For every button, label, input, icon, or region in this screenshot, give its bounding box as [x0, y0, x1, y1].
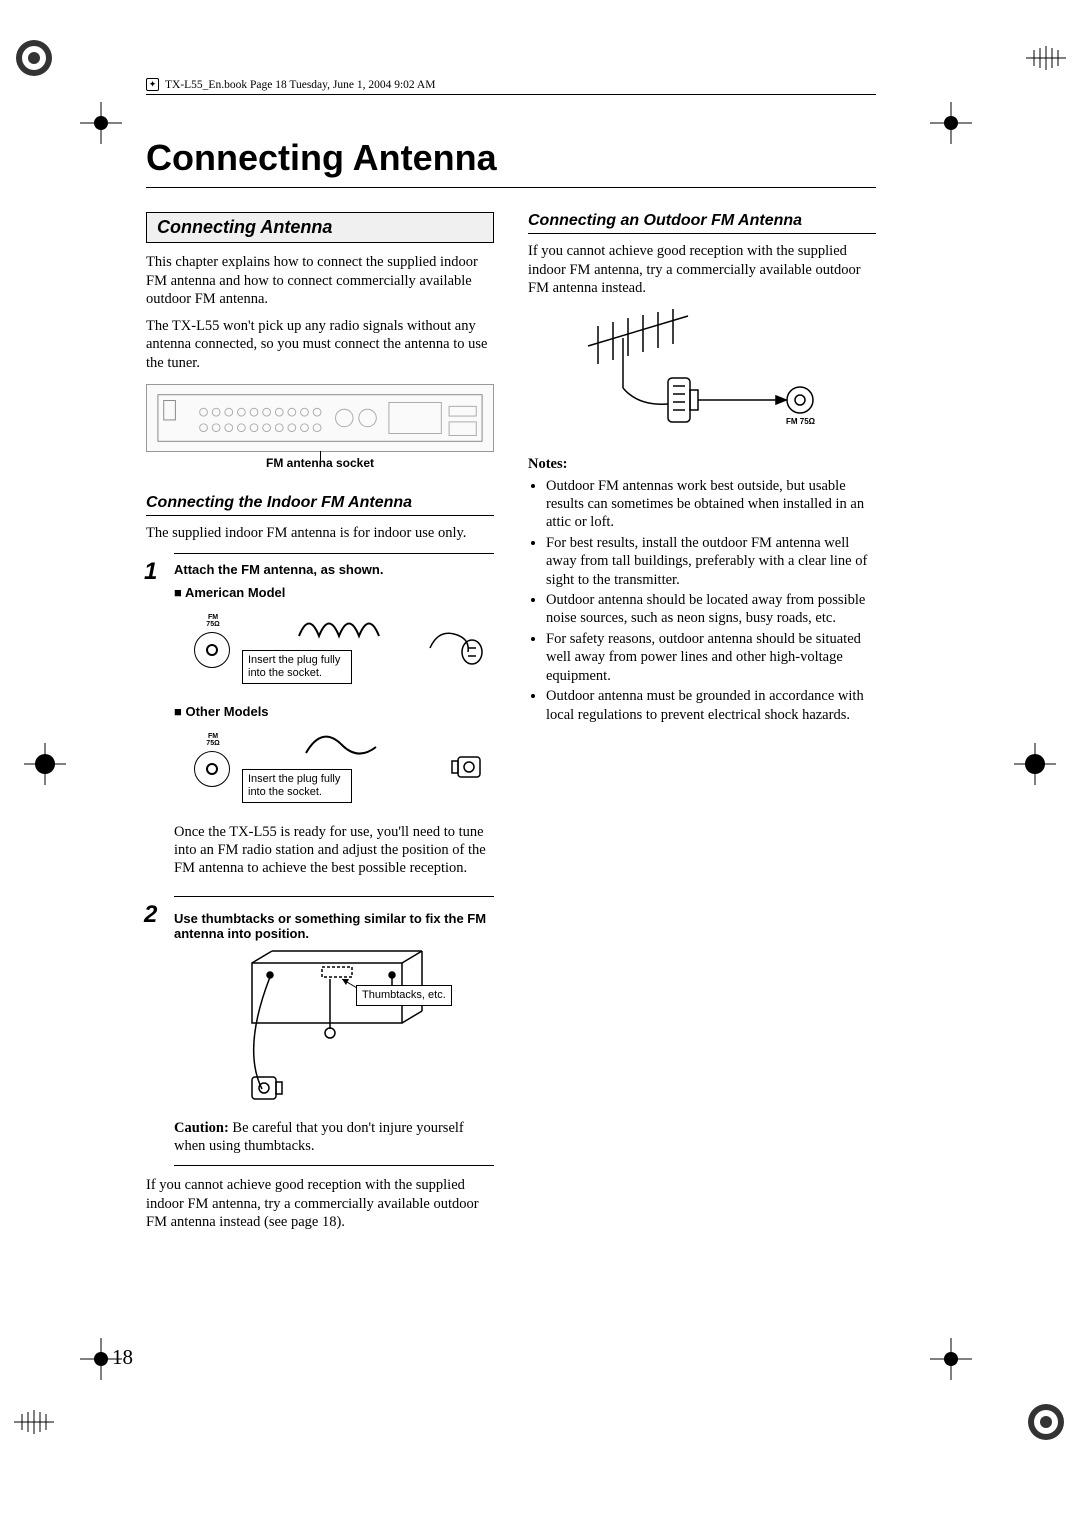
intro-paragraph: This chapter explains how to connect the…: [146, 253, 494, 309]
fm-label: FM 75Ω: [786, 417, 816, 426]
cropmark-icon: [80, 102, 122, 144]
page-number: 18: [112, 1345, 133, 1370]
step-title: Use thumbtacks or something similar to f…: [174, 911, 494, 941]
regmark-icon: [1026, 38, 1066, 78]
list-item: For best results, install the outdoor FM…: [546, 534, 876, 589]
fm-socket-label: FM75Ω: [196, 733, 230, 747]
subsection-title: Connecting an Outdoor FM Antenna: [528, 212, 876, 230]
regmark-icon: [14, 38, 54, 78]
figure-american-model: FM75Ω Insert the plug fully into the soc…: [194, 606, 494, 696]
fm-socket-label: FM75Ω: [196, 614, 230, 628]
regmark-icon: [14, 1402, 54, 1442]
fm-socket-icon: [194, 751, 230, 787]
connector-icon: [428, 628, 484, 668]
other-models-label: Other Models: [174, 704, 494, 719]
notes-title: Notes:: [528, 456, 876, 473]
section-box-title: Connecting Antenna: [157, 217, 483, 238]
list-item: Outdoor antenna should be located away f…: [546, 591, 876, 628]
closing-paragraph: If you cannot achieve good reception wit…: [146, 1176, 494, 1232]
page-title: Connecting Antenna: [146, 137, 876, 179]
thumbtacks-callout: Thumbtacks, etc.: [356, 985, 452, 1006]
list-item: Outdoor FM antennas work best outside, b…: [546, 477, 876, 532]
framemaker-icon: ✦: [146, 78, 159, 91]
caution-label: Caution:: [174, 1120, 229, 1136]
page-content: ✦ TX-L55_En.book Page 18 Tuesday, June 1…: [146, 78, 876, 1240]
book-header: ✦ TX-L55_En.book Page 18 Tuesday, June 1…: [146, 78, 876, 95]
left-column: Connecting Antenna This chapter explains…: [146, 212, 494, 1240]
list-item: Outdoor antenna must be grounded in acco…: [546, 687, 876, 724]
american-model-label: American Model: [174, 585, 494, 600]
step-1: 1 Attach the FM antenna, as shown. Ameri…: [174, 553, 494, 897]
figure-thumbtacks: Thumbtacks, etc.: [222, 949, 494, 1109]
step-number: 1: [144, 558, 157, 586]
spring-icon: [302, 729, 382, 763]
caution-text: Caution: Be careful that you don't injur…: [174, 1119, 494, 1156]
book-header-text: TX-L55_En.book Page 18 Tuesday, June 1, …: [165, 79, 435, 91]
right-intro: If you cannot achieve good reception wit…: [528, 242, 876, 298]
notes-list: Outdoor FM antennas work best outside, b…: [528, 477, 876, 724]
columns: Connecting Antenna This chapter explains…: [146, 212, 876, 1240]
intro-paragraph: The TX-L55 won't pick up any radio signa…: [146, 317, 494, 373]
step-number: 2: [144, 901, 157, 929]
subsection-rule: [528, 233, 876, 234]
step-title: Attach the FM antenna, as shown.: [174, 562, 494, 577]
cropmark-icon: [930, 1338, 972, 1380]
plug-callout: Insert the plug fully into the socket.: [242, 769, 352, 803]
step1-body: Once the TX-L55 is ready for use, you'll…: [174, 823, 494, 878]
cropmark-icon: [930, 102, 972, 144]
list-item: For safety reasons, outdoor antenna shou…: [546, 630, 876, 685]
header-rule: [146, 94, 876, 95]
title-rule: [146, 187, 876, 188]
plug-callout: Insert the plug fully into the socket.: [242, 650, 352, 684]
figure-outdoor-antenna: FM 75Ω: [568, 306, 876, 436]
section-box: Connecting Antenna: [146, 212, 494, 243]
fm-socket-icon: [194, 632, 230, 668]
step-2: 2 Use thumbtacks or something similar to…: [174, 897, 494, 1167]
rear-panel-diagram: [146, 384, 494, 452]
cropmark-icon: [1014, 743, 1056, 785]
regmark-icon: [1026, 1402, 1066, 1442]
figure-other-models: FM75Ω Insert the plug fully into the soc…: [194, 725, 494, 815]
subsection-rule: [146, 515, 494, 516]
connector-icon: [428, 747, 484, 787]
subsection-title: Connecting the Indoor FM Antenna: [146, 494, 494, 512]
cropmark-icon: [24, 743, 66, 785]
right-column: Connecting an Outdoor FM Antenna If you …: [528, 212, 876, 1240]
sub-intro: The supplied indoor FM antenna is for in…: [146, 524, 494, 543]
spring-icon: [294, 606, 394, 646]
